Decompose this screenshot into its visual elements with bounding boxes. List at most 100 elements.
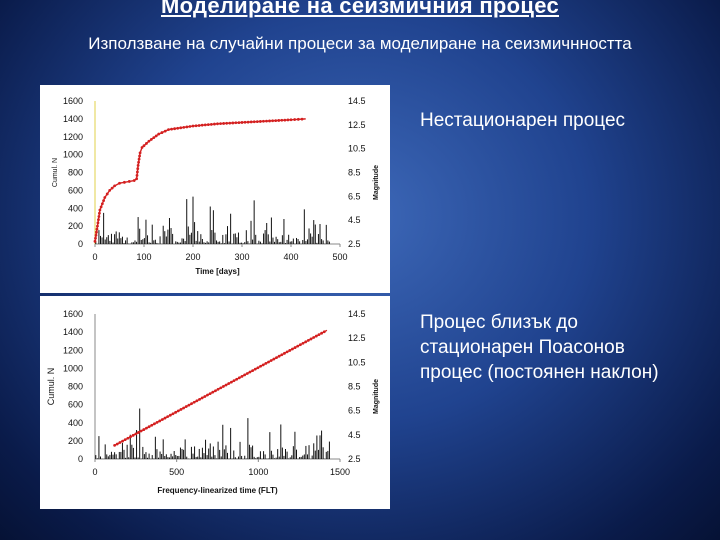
cumulative-point	[304, 340, 308, 344]
cumulative-point	[235, 377, 239, 381]
cumulative-markers	[113, 330, 326, 447]
y2-axis-label: Magnitude	[373, 379, 380, 414]
y-tick-label: 1600	[63, 96, 83, 106]
x-tick-label: 300	[234, 252, 249, 262]
cumulative-point	[93, 239, 97, 243]
cumulative-point	[277, 119, 281, 122]
cumulative-point	[163, 416, 167, 420]
cumulative-point	[102, 199, 105, 203]
y2-tick-label: 2.5	[348, 239, 361, 249]
cumulative-point	[222, 385, 225, 388]
caption-stationary: Процес близък до стационарен Поасонов пр…	[420, 312, 659, 383]
cumulative-point	[262, 119, 265, 123]
cumulative-point	[95, 227, 99, 231]
cumulative-point	[203, 123, 207, 127]
cumulative-point	[272, 357, 276, 361]
cumulative-point	[97, 218, 100, 222]
cumulative-point	[245, 372, 249, 375]
cumulative-point	[306, 338, 310, 342]
cumulative-point	[195, 399, 199, 403]
cumulative-point	[296, 344, 300, 348]
cumulative-point	[99, 205, 103, 209]
y-axis-label: Cumul. N	[52, 158, 59, 187]
x-axis-label: Time [days]	[195, 267, 240, 276]
y2-tick-label: 2.5	[348, 454, 361, 464]
cumulative-point	[96, 221, 100, 225]
cumulative-point	[258, 120, 262, 123]
x-tick-label: 500	[169, 467, 184, 477]
cumulative-point	[96, 224, 99, 228]
cumulative-point	[100, 202, 104, 206]
cumulative-point	[97, 215, 101, 218]
y-tick-label: 600	[68, 185, 83, 195]
cumulative-point	[136, 163, 140, 167]
cumulative-point	[225, 121, 229, 125]
cumulative-point	[127, 180, 131, 183]
cumulative-point	[185, 125, 189, 129]
cumulative-point	[322, 330, 326, 334]
cumulative-point	[288, 349, 292, 352]
cumulative-point	[248, 370, 252, 374]
y2-tick-label: 10.5	[348, 357, 366, 367]
slide-title: Моделиране на сеизмичния процес	[160, 0, 559, 18]
cumulative-point	[187, 403, 191, 407]
cumulative-point	[166, 415, 170, 419]
cumulative-point	[167, 128, 170, 131]
cumulative-point	[157, 132, 161, 136]
cumulative-point	[149, 138, 153, 141]
cumulative-point	[163, 129, 167, 133]
chart-time-days: 020040060080010001200140016002.54.56.58.…	[52, 96, 380, 276]
cumulative-point	[286, 118, 290, 122]
y2-tick-label: 10.5	[348, 144, 366, 154]
y2-axis-label: Magnitude	[373, 165, 380, 200]
cumulative-point	[267, 360, 270, 364]
cumulative-point	[158, 419, 162, 423]
cumulative-point	[126, 436, 130, 440]
cumulative-point	[213, 122, 216, 126]
y-tick-label: 1400	[63, 327, 83, 337]
cumulative-point	[118, 441, 122, 444]
cumulative-point	[280, 353, 284, 357]
cumulative-point	[113, 444, 116, 447]
y-tick-label: 400	[68, 418, 83, 428]
cumulative-point	[179, 408, 183, 411]
cumulative-point	[147, 139, 151, 143]
cumulative-point	[216, 122, 219, 126]
cumulative-point	[188, 125, 192, 128]
cumulative-point	[154, 134, 158, 138]
y2-tick-label: 12.5	[348, 120, 366, 130]
cumulative-point	[152, 136, 156, 140]
cumulative-point	[209, 122, 213, 126]
y-tick-label: 1200	[63, 132, 83, 142]
cumulative-point	[145, 142, 148, 145]
cumulative-point	[249, 120, 253, 124]
cumulative-point	[138, 154, 141, 158]
y-tick-label: 1000	[63, 363, 83, 373]
y-tick-label: 1200	[63, 345, 83, 355]
cumulative-point	[237, 376, 241, 380]
magnitude-spikes	[95, 408, 330, 459]
cumulative-point	[240, 374, 244, 378]
cumulative-point	[123, 438, 127, 442]
cumulative-point	[135, 174, 139, 177]
cumulative-point	[214, 389, 217, 393]
cumulative-point	[95, 230, 98, 234]
y-tick-label: 200	[68, 221, 83, 231]
cumulative-point	[283, 118, 287, 122]
cumulative-point	[94, 233, 98, 237]
cumulative-point	[231, 121, 235, 125]
cumulative-markers	[93, 117, 304, 243]
cumulative-point	[300, 117, 304, 121]
cumulative-point	[108, 188, 112, 192]
y2-tick-label: 14.5	[348, 96, 366, 106]
slide-subtitle: Използване на случайни процеси за модели…	[88, 34, 632, 53]
cumulative-point	[113, 184, 116, 188]
cumulative-point	[232, 379, 236, 383]
cumulative-point	[285, 350, 289, 354]
cumulative-point	[229, 380, 233, 384]
cumulative-point	[234, 121, 238, 125]
y-tick-label: 1000	[63, 150, 83, 160]
cumulative-point	[280, 118, 284, 122]
y2-tick-label: 6.5	[348, 406, 361, 416]
y-tick-label: 800	[68, 168, 83, 178]
